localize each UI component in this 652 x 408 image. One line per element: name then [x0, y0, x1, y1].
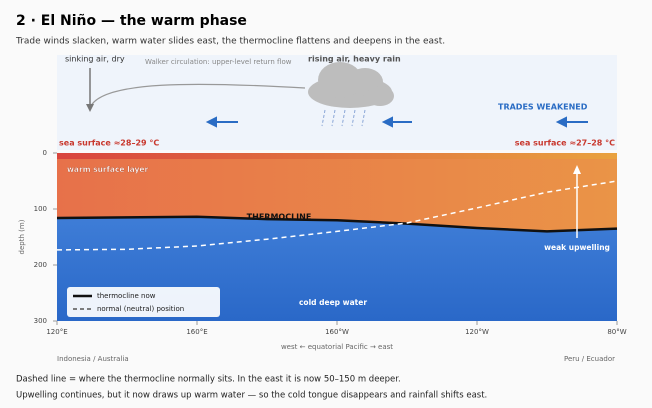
annotation: sea surface ≈27–28 °C [515, 139, 615, 148]
rain [321, 109, 366, 127]
annotation: TRADES WEAKENED [498, 103, 588, 112]
annotation: cold deep water [299, 298, 367, 307]
arrow-head [573, 165, 581, 174]
legend-label: normal (neutral) position [97, 305, 184, 313]
annotation: rising air, heavy rain [308, 55, 401, 64]
region-label: Indonesia / Australia [57, 355, 129, 363]
sea-surface [57, 153, 617, 159]
x-axis-label: west ← equatorial Pacific → east [281, 343, 393, 351]
walker-arc [89, 83, 306, 109]
arrow-head [86, 104, 94, 112]
x-tick-label: 120°E [46, 328, 67, 336]
x-tick-label: 160°E [186, 328, 207, 336]
x-tick-label: 120°W [465, 328, 489, 336]
footer: Upwelling continues, but it now draws up… [16, 391, 487, 401]
x-tick-label: 80°W [607, 328, 626, 336]
y-axis-label: depth (m) [18, 219, 26, 254]
annotation: sea surface ≈28–29 °C [59, 139, 159, 148]
y-tick-label: 200 [34, 261, 47, 269]
subtitle: Trade winds slacken, warm water slides e… [15, 37, 445, 47]
x-tick-label: 160°W [325, 328, 349, 336]
y-tick-label: 300 [34, 317, 47, 325]
y-tick-label: 100 [34, 205, 47, 213]
region-label: Peru / Ecuador [564, 355, 615, 363]
annotation: warm surface layer [67, 165, 148, 174]
legend-box [67, 287, 220, 317]
plot: 0 100 200 300 120°E 160°E 160°W 120°W 80°W warm s… [34, 149, 627, 336]
annotation: weak upwelling [544, 243, 610, 252]
legend-label: thermocline now [97, 292, 156, 300]
annotation: THERMOCLINE [247, 213, 312, 222]
warm-layer [57, 153, 617, 232]
cloud [308, 62, 394, 108]
y-tick-label: 0 [43, 149, 47, 157]
footer: Dashed line = where the thermocline norm… [16, 375, 401, 385]
thermocline-line [56, 215, 618, 233]
annotation: sinking air, dry [65, 55, 125, 64]
title: 2 · El Niño — the warm phase [16, 13, 247, 29]
annotation: Walker circulation: upper-level return f… [145, 58, 292, 66]
trade-arrows [205, 116, 588, 128]
normal-thermocline [56, 180, 618, 251]
